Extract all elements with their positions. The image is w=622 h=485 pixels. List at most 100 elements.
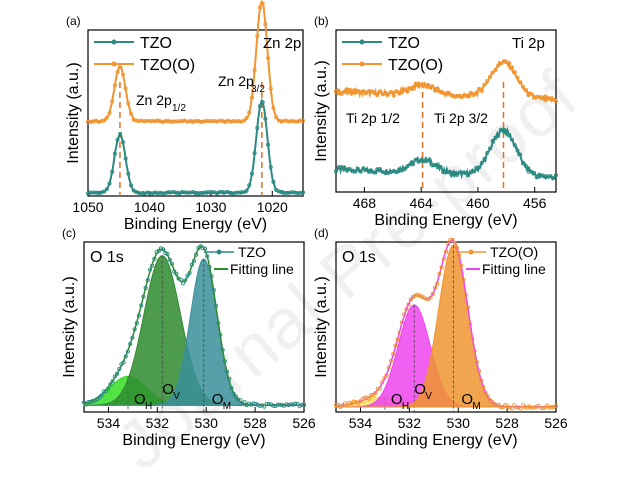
data-point (386, 92, 391, 97)
data-point (147, 119, 152, 124)
data-point (257, 5, 262, 10)
x-axis-label: Binding Energy (eV) (124, 216, 267, 233)
data-point (364, 167, 369, 172)
data-point (220, 190, 225, 195)
data-point (430, 163, 435, 168)
data-point (339, 92, 344, 97)
data-point (554, 99, 559, 104)
data-point (465, 94, 470, 99)
data-point (169, 261, 175, 266)
y-axis-label: Intensity (a.u.) (313, 60, 330, 161)
data-point (443, 249, 449, 254)
data-point (264, 402, 269, 407)
data-point (388, 89, 393, 94)
x-tick-label: 1040 (134, 199, 165, 215)
data-point (399, 320, 405, 325)
data-point (364, 90, 369, 95)
data-point (388, 358, 394, 363)
data-point (141, 294, 146, 299)
data-point (371, 393, 376, 398)
data-point (123, 156, 128, 161)
data-point (274, 115, 279, 120)
data-point (509, 65, 514, 70)
data-point (130, 335, 135, 340)
data-point (126, 171, 131, 176)
data-point (137, 190, 142, 195)
x-tick-label: 532 (398, 415, 422, 431)
data-point (104, 187, 109, 192)
data-point (145, 277, 150, 283)
component-label-v: O (414, 381, 426, 398)
data-point (529, 405, 534, 410)
data-point (293, 401, 298, 406)
data-point (476, 86, 481, 91)
data-point (551, 404, 556, 409)
component-label-sub: M (223, 401, 231, 412)
data-point (255, 34, 260, 39)
data-point (474, 359, 479, 365)
data-point (206, 119, 211, 124)
data-point (457, 170, 462, 175)
data-point (366, 396, 372, 401)
data-point (372, 91, 377, 96)
data-point (351, 399, 356, 404)
data-point (201, 119, 206, 124)
data-point (373, 390, 378, 396)
annotation-zn2p: Zn 2p (263, 35, 301, 52)
data-point (177, 119, 182, 124)
data-point (421, 159, 426, 164)
data-point (252, 151, 257, 156)
legend-label: TZO (388, 35, 420, 52)
annotation-ti2p32: Ti 2p 3/2 (434, 110, 488, 126)
data-point (549, 405, 554, 410)
data-point (236, 119, 241, 124)
data-point (115, 137, 120, 142)
data-point (183, 278, 188, 283)
data-point (521, 84, 526, 89)
data-point (260, 1, 265, 6)
data-point (424, 84, 429, 89)
data-point (236, 190, 241, 195)
data-point (402, 312, 407, 317)
data-point (204, 190, 209, 195)
data-point (137, 119, 142, 124)
y-axis-label: Intensity (a.u.) (61, 276, 78, 377)
data-point (286, 403, 291, 408)
x-tick-label: 530 (447, 415, 471, 431)
data-point (380, 380, 385, 385)
data-point (523, 404, 528, 409)
data-point (257, 403, 263, 408)
data-point (216, 321, 221, 326)
data-point (115, 70, 120, 75)
data-point (394, 89, 399, 94)
data-point (485, 79, 490, 84)
x-tick-label: 526 (544, 415, 568, 431)
data-point (509, 137, 514, 142)
data-point (391, 93, 396, 98)
data-point (483, 390, 488, 395)
x-tick-label: 456 (523, 195, 547, 211)
legend-marker (216, 249, 222, 255)
data-point (543, 174, 548, 179)
data-point (468, 90, 473, 95)
data-point (233, 394, 238, 399)
data-point (542, 405, 548, 410)
data-point (295, 190, 300, 195)
data-point (220, 347, 225, 352)
data-point (118, 65, 123, 70)
data-point (526, 169, 531, 174)
data-point (461, 277, 466, 282)
legend-marker (111, 61, 117, 67)
data-point (284, 191, 289, 196)
data-point (471, 93, 476, 98)
data-point (439, 265, 444, 270)
series-line-tzo-o (335, 58, 557, 104)
data-point (430, 291, 435, 297)
data-point (457, 253, 462, 258)
legend-label: TZO (140, 35, 172, 52)
data-point (465, 173, 470, 178)
data-point (266, 401, 271, 407)
data-point (375, 386, 380, 391)
data-point (255, 126, 260, 131)
data-point (428, 295, 433, 300)
